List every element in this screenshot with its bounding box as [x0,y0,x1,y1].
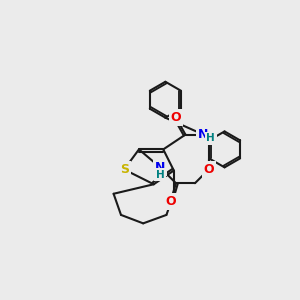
Text: H: H [206,134,215,143]
Text: O: O [203,163,214,176]
Text: H: H [156,170,164,180]
Text: N: N [155,161,165,174]
Text: S: S [120,163,129,176]
Text: O: O [171,111,181,124]
Text: N: N [198,128,208,141]
Text: O: O [165,195,176,208]
